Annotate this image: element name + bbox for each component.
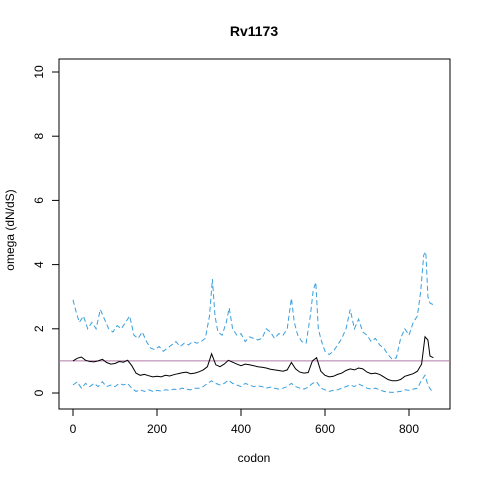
series-line-lower-bound xyxy=(72,374,434,393)
x-tick-label: 800 xyxy=(399,422,419,436)
chart-title: Rv1173 xyxy=(230,23,278,39)
y-tick-label: 8 xyxy=(32,133,46,140)
x-tick-label: 0 xyxy=(70,422,77,436)
x-axis-label: codon xyxy=(238,451,271,465)
y-tick-label: 4 xyxy=(32,261,46,268)
x-tick-label: 400 xyxy=(231,422,251,436)
series-line-estimate xyxy=(72,335,434,382)
series-line-upper-bound xyxy=(72,250,434,360)
y-tick-label: 2 xyxy=(32,325,46,332)
y-axis: 0 2 4 6 8 10 xyxy=(32,65,60,396)
x-tick-label: 600 xyxy=(315,422,335,436)
series-layer xyxy=(72,250,434,393)
x-tick-label: 200 xyxy=(147,422,167,436)
y-tick-label: 10 xyxy=(32,65,46,79)
plot-frame xyxy=(58,58,451,410)
y-tick-label: 0 xyxy=(32,389,46,396)
y-tick-label: 6 xyxy=(32,197,46,204)
y-axis-label: omega (dN/dS) xyxy=(3,189,17,270)
x-axis: 0 200 400 600 800 xyxy=(70,408,419,436)
